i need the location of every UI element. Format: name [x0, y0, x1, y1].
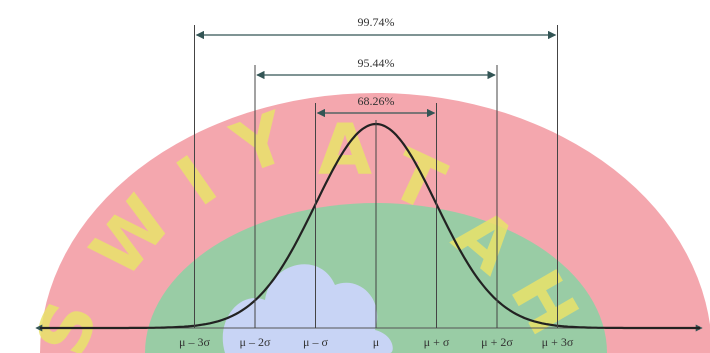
percentage-label: 95.44% [358, 56, 395, 70]
axis-label: μ + 2σ [481, 335, 513, 349]
percentage-label: 68.26% [358, 94, 395, 108]
axis-label: μ [373, 335, 379, 349]
percentage-label: 99.74% [358, 15, 395, 29]
axis-label: μ – 2σ [240, 335, 271, 349]
axis-label: μ – σ [303, 335, 328, 349]
axis-label: μ + σ [424, 335, 450, 349]
axis-label: μ – 3σ [179, 335, 210, 349]
axis-label: μ + 3σ [542, 335, 574, 349]
normal-distribution-diagram: SWIYATAH μ – 3σμ – 2σμ – σμμ + σμ + 2σμ … [0, 0, 710, 353]
